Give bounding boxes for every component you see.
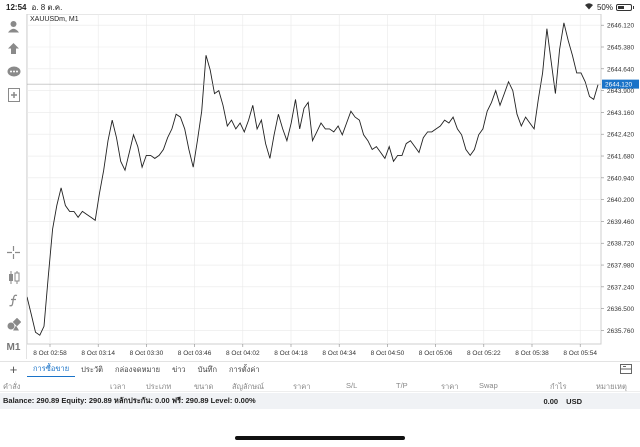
- balance-row: Balance: 290.89 Equity: 290.89 หลักประกั…: [0, 393, 640, 409]
- shapes-icon[interactable]: [3, 315, 24, 333]
- col-tp: T/P: [396, 381, 408, 390]
- status-date: อ. 8 ต.ค.: [31, 2, 63, 12]
- balance-summary: Balance: 290.89 Equity: 290.89 หลักประกั…: [3, 396, 256, 405]
- x-tick-label: 8 Oct 03:30: [130, 350, 164, 357]
- y-tick-label: 2640.940: [607, 175, 634, 182]
- col-profit: กำไร: [550, 382, 567, 391]
- crosshair-icon[interactable]: [3, 243, 24, 261]
- add-document-icon[interactable]: [3, 86, 24, 104]
- y-tick-label: 2643.900: [607, 88, 634, 95]
- x-tick-label: 8 Oct 04:18: [274, 350, 308, 357]
- status-indicators: 50%: [584, 2, 634, 12]
- account-icon[interactable]: [3, 17, 24, 35]
- tab-settings[interactable]: การตั้งค่า: [229, 364, 260, 374]
- col-volume: ขนาด: [194, 382, 214, 391]
- x-tick-label: 8 Oct 05:38: [515, 350, 549, 357]
- y-tick-label: 2637.240: [607, 284, 634, 291]
- trade-column-headers: คำสั่ง เวลา ประเภท ขนาด สัญลักษณ์ ราคา S…: [0, 378, 640, 392]
- x-tick-label: 8 Oct 05:22: [467, 350, 501, 357]
- terminal-tabs: + การซื้อขาย ประวัติ กล่องจดหมาย ข่าว บั…: [0, 361, 640, 377]
- col-order: คำสั่ง: [3, 382, 21, 391]
- tab-journal[interactable]: บันทึก: [197, 364, 218, 374]
- tab-trade[interactable]: การซื้อขาย: [27, 363, 76, 377]
- y-tick-label: 2644.640: [607, 66, 634, 73]
- y-tick-label: 2643.160: [607, 110, 634, 117]
- battery-percent: 50%: [596, 2, 613, 12]
- layout-toggle-icon[interactable]: [620, 364, 632, 377]
- timeframe-button[interactable]: M1: [6, 341, 21, 353]
- price-chart[interactable]: XAUUSDm, M1 2646.120 2645.380 2644.640 2643…: [26, 13, 640, 359]
- col-price: ราคา: [293, 382, 311, 391]
- add-icon[interactable]: +: [9, 361, 18, 377]
- current-price-tag: [602, 79, 639, 89]
- chat-icon[interactable]: [3, 63, 24, 81]
- x-tick-label: 8 Oct 02:58: [33, 350, 67, 357]
- x-tick-label: 8 Oct 04:34: [322, 350, 356, 357]
- trade-up-icon[interactable]: [3, 39, 24, 57]
- total-profit: 0.00 USD: [543, 397, 582, 406]
- plot-frame: [26, 13, 602, 345]
- col-swap: Swap: [479, 381, 498, 390]
- y-tick-label: 2635.760: [607, 328, 634, 335]
- price-series-line: [26, 22, 599, 336]
- left-toolbar: M1: [0, 14, 27, 359]
- tab-news[interactable]: ข่าว: [172, 364, 186, 374]
- x-tick-label: 8 Oct 05:54: [563, 350, 597, 357]
- total-profit-value: 0.00: [543, 397, 559, 406]
- y-tick-label: 2637.980: [607, 263, 634, 270]
- col-comment: หมายเหตุ: [596, 382, 627, 391]
- y-tick-label: 2641.680: [607, 154, 634, 161]
- y-tick-label: 2636.500: [607, 306, 634, 313]
- y-tick-label: 2639.460: [607, 219, 634, 226]
- x-tick-label: 8 Oct 04:02: [226, 350, 260, 357]
- y-tick-label: 2645.380: [607, 45, 634, 52]
- candles-icon[interactable]: [3, 268, 24, 286]
- col-time: เวลา: [110, 382, 126, 391]
- y-tick-label: 2642.420: [607, 132, 634, 139]
- battery-level-fill: [618, 5, 624, 9]
- current-price-label: 2644.120: [605, 82, 632, 89]
- home-indicator[interactable]: [235, 436, 405, 440]
- col-sl: S/L: [346, 381, 358, 390]
- tab-history[interactable]: ประวัติ: [81, 364, 104, 374]
- wifi-icon: [584, 2, 594, 12]
- status-bar: 12:54 อ. 8 ต.ค. 50%: [0, 0, 640, 14]
- total-profit-currency: USD: [566, 397, 582, 406]
- col-type: ประเภท: [146, 382, 172, 391]
- y-tick-label: 2638.720: [607, 241, 634, 248]
- function-icon[interactable]: [3, 291, 24, 309]
- battery-icon: [616, 3, 634, 11]
- col-current-price: ราคา: [441, 382, 459, 391]
- x-tick-label: 8 Oct 03:14: [81, 350, 115, 357]
- col-symbol: สัญลักษณ์: [232, 382, 265, 391]
- chart-symbol-label: XAUUSDm, M1: [30, 16, 79, 23]
- x-tick-label: 8 Oct 04:50: [371, 350, 405, 357]
- chart-svg: 2646.120 2645.380 2644.640 2643.900 2643.160…: [26, 13, 639, 357]
- x-tick-label: 8 Oct 03:46: [178, 350, 212, 357]
- x-tick-label: 8 Oct 05:06: [419, 350, 453, 357]
- status-time: 12:54: [6, 2, 27, 12]
- y-tick-label: 2646.120: [607, 23, 634, 30]
- y-tick-label: 2640.200: [607, 197, 634, 204]
- tab-mailbox[interactable]: กล่องจดหมาย: [115, 364, 161, 374]
